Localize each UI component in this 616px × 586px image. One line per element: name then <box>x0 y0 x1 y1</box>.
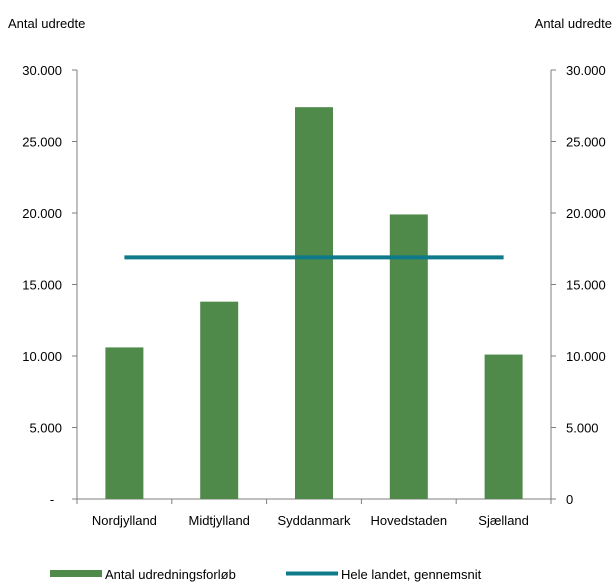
left-tick-label: 30.000 <box>22 63 62 78</box>
bar-sjælland <box>484 354 523 499</box>
left-tick-label: 25.000 <box>22 135 62 150</box>
legend-line-label: Hele landet, gennemsnit <box>341 567 482 582</box>
left-tick-label: 5.000 <box>29 421 62 436</box>
left-tick-label: 20.000 <box>22 206 62 221</box>
left-tick-label: 10.000 <box>22 349 62 364</box>
legend: Antal udredningsforløb Hele landet, genn… <box>50 567 482 582</box>
axes: - 5.000 10.000 15.000 20.000 25.000 30.000 0 5.0… <box>22 63 606 507</box>
right-tick-label: 30.000 <box>566 63 606 78</box>
legend-bar-label: Antal udredningsforløb <box>105 567 236 582</box>
bar-syddanmark <box>295 107 333 500</box>
right-tick-label: 25.000 <box>566 135 606 150</box>
legend-bar-swatch <box>50 570 102 577</box>
category-label: Hovedstaden <box>370 513 447 528</box>
category-label: Nordjylland <box>92 513 157 528</box>
right-tick-label: 0 <box>566 492 573 507</box>
right-tick-label: 5.000 <box>566 421 599 436</box>
category-labels: Nordjylland Midtjylland Syddanmark Hovedsta… <box>92 513 529 528</box>
bar-series <box>105 107 523 500</box>
right-axis-title: Antal udredte <box>535 16 612 31</box>
right-tick-label: 20.000 <box>566 206 606 221</box>
right-tick-label: 10.000 <box>566 349 606 364</box>
bar-midtjylland <box>200 301 239 499</box>
bar-nordjylland <box>105 347 144 499</box>
left-tick-label: 15.000 <box>22 278 62 293</box>
category-label: Midtjylland <box>188 513 249 528</box>
right-tick-label: 15.000 <box>566 278 606 293</box>
bar-hovedstaden <box>389 214 428 499</box>
left-tick-label: - <box>50 492 54 507</box>
left-axis-title: Antal udredte <box>8 16 85 31</box>
category-label: Sjælland <box>478 513 529 528</box>
category-label: Syddanmark <box>278 513 351 528</box>
